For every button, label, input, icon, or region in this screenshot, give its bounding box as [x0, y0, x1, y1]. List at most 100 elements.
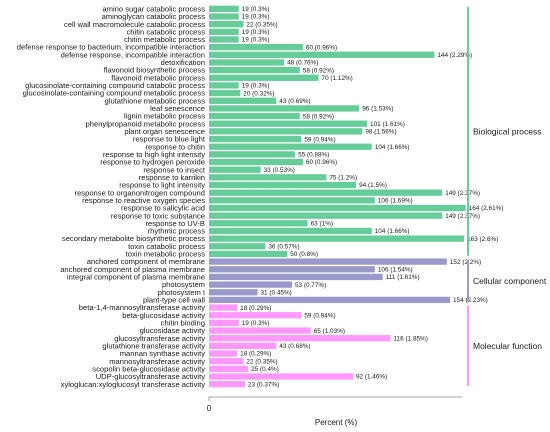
value-label-background [435, 51, 477, 58]
value-label-background [244, 358, 283, 365]
value-label: 111 (1.61%) [386, 274, 420, 281]
value-label-background [238, 304, 277, 311]
value-label: 22 (0.35%) [246, 358, 277, 365]
value-label-background [249, 365, 284, 372]
value-label-background [302, 312, 341, 319]
value-label-background [240, 28, 275, 35]
group-brackets-layer: Biological process Cellular component Mole… [467, 7, 547, 386]
value-label: 19 (0.3%) [242, 320, 270, 327]
value-label-background [363, 128, 402, 135]
value-label-background [259, 289, 297, 296]
value-label: 19 (0.3%) [242, 6, 270, 13]
value-label-background [240, 5, 275, 12]
value-label-background [327, 174, 362, 181]
bar [209, 304, 238, 311]
category-label: response to high light intensity [103, 150, 205, 159]
category-label: glucosyltransferase activity [114, 334, 205, 343]
value-label: 59 (0.94%) [304, 136, 335, 143]
value-label-background [302, 136, 341, 143]
bar [209, 128, 363, 135]
bar [209, 143, 372, 150]
group-label: Biological process [473, 126, 542, 136]
value-label-background [238, 350, 277, 357]
value-label: 154 (2.23%) [453, 297, 488, 304]
bar [209, 120, 368, 127]
bar [209, 51, 435, 58]
value-label-background [244, 21, 283, 28]
value-label-background [296, 151, 335, 158]
value-label: 152 (2.2%) [450, 259, 481, 266]
bar [209, 266, 375, 273]
value-label: 19 (0.3%) [242, 14, 270, 21]
bar [209, 181, 357, 189]
value-label: 164 (2.61%) [469, 205, 504, 212]
value-label-background [467, 205, 509, 212]
value-label: 106 (1.54%) [378, 266, 413, 273]
category-label: rhythmic process [148, 227, 206, 236]
category-label: UDP-glucosyltransferase activity [96, 372, 206, 381]
value-label: 33 (0.53%) [264, 167, 295, 174]
value-label: 58 (0.92%) [303, 113, 334, 120]
bar [209, 235, 465, 242]
value-label-background [465, 235, 504, 242]
bar [209, 13, 239, 20]
category-label: flavonoid metabolic process [111, 73, 205, 82]
bar [209, 158, 303, 166]
value-label: 53 (0.77%) [295, 282, 326, 289]
category-label: response to chitin [145, 142, 205, 151]
value-label: 59 (0.94%) [304, 312, 335, 319]
bar [209, 82, 239, 89]
value-label: 104 (1.66%) [375, 144, 410, 151]
category-label: response to insect [143, 165, 206, 174]
bar [209, 296, 451, 304]
category-label: amino sugar catabolic process [102, 4, 205, 13]
bar [209, 289, 258, 296]
category-label: cell wall macromolecule catabolic proces… [64, 20, 205, 29]
bar [209, 319, 239, 327]
value-label: 60 (0.96%) [306, 44, 337, 51]
category-label: integral component of plasma membrane [67, 273, 205, 282]
value-label-background [320, 74, 358, 81]
bar [209, 350, 238, 357]
value-label: 101 (1.61%) [370, 121, 405, 128]
value-label: 163 (2.6%) [467, 236, 498, 243]
category-label: chitin binding [161, 318, 205, 327]
category-label: toxin catabolic process [128, 242, 205, 251]
bar [209, 105, 360, 112]
value-label: 106 (1.69%) [378, 198, 413, 205]
value-label-background [368, 120, 410, 127]
bar [209, 212, 443, 219]
bar [209, 327, 311, 334]
value-label-background [309, 220, 337, 227]
value-label: 65 (1.03%) [314, 328, 345, 335]
category-label: phenylpropanoid metabolic process [86, 119, 206, 128]
category-label: flavonoid biosynthetic process [104, 66, 206, 75]
bar [209, 281, 292, 288]
category-label: leaf senescence [150, 104, 205, 113]
category-label: photosystem [162, 280, 205, 289]
bars-layer [209, 5, 466, 388]
category-label: toxin metabolic process [126, 250, 206, 259]
value-label: 19 (0.3%) [242, 37, 270, 44]
value-label-background [277, 342, 316, 349]
bar [209, 151, 296, 158]
category-label: response to UV-B [145, 219, 205, 228]
value-label: 18 (0.29%) [240, 305, 271, 312]
category-label: chitin catabolic process [126, 27, 205, 36]
value-label-background [240, 13, 275, 20]
bar [209, 59, 285, 66]
category-label: response to light intensity [119, 181, 205, 190]
bar [209, 220, 308, 227]
category-label: response to organonitrogen compound [75, 188, 205, 197]
value-label: 116 (1.85%) [394, 335, 428, 342]
value-label-background [304, 159, 342, 166]
bar [209, 197, 375, 204]
value-label: 19 (0.3%) [242, 29, 270, 36]
category-label: aminoglycan catabolic process [102, 12, 206, 21]
value-label: 70 (1.12%) [322, 75, 353, 82]
value-label: 36 (0.57%) [268, 243, 299, 250]
category-label: glucosinolate-containing compound metabo… [23, 89, 206, 98]
category-label: beta-glucosidase activity [122, 311, 205, 320]
bar [209, 189, 443, 196]
value-label: 63 (1%) [311, 221, 333, 228]
